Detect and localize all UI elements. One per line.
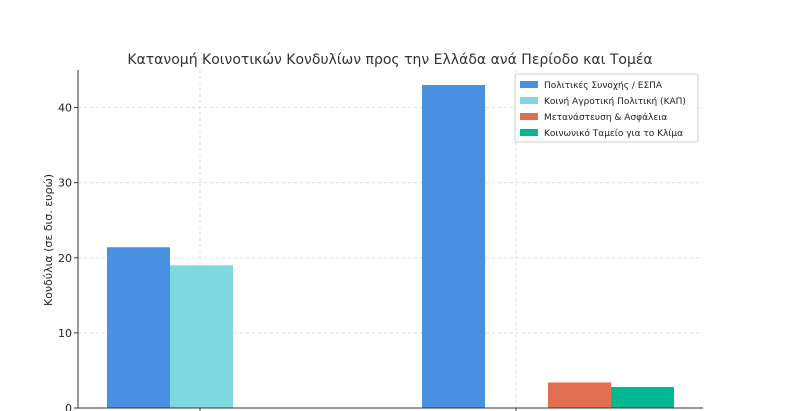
legend-label-1: Κοινή Αγροτική Πολιτική (ΚΑΠ) — [544, 97, 686, 107]
bar-series-0-group-0 — [107, 247, 170, 408]
y-ticks: 0 10 20 30 40 — [58, 102, 78, 411]
legend-label-2: Μετανάστευση & Ασφάλεια — [544, 113, 667, 123]
legend-swatch-2 — [520, 113, 538, 120]
legend-box — [514, 73, 699, 143]
y-tick-label-4: 40 — [58, 102, 72, 115]
bars — [107, 85, 674, 409]
legend: Πολιτικές Συνοχής / ΕΣΠΑ Κοινή Αγροτική Π… — [514, 73, 699, 143]
y-tick-label-0: 0 — [65, 402, 72, 411]
legend-label-3: Κοινωνικό Ταμείο για το Κλίμα — [544, 128, 683, 139]
bar-series-0-group-1 — [422, 85, 485, 409]
legend-label-0: Πολιτικές Συνοχής / ΕΣΠΑ — [544, 80, 663, 91]
bar-series-2-group-1 — [548, 382, 611, 408]
legend-swatch-1 — [520, 97, 538, 104]
legend-swatch-0 — [520, 81, 538, 88]
y-tick-label-3: 30 — [58, 177, 72, 190]
y-axis-label: Κονδύλια (σε δισ. ευρώ) — [42, 174, 55, 306]
chart-title: Κατανομή Κοινοτικών Κονδυλίων προς την Ε… — [127, 52, 652, 68]
y-tick-label-1: 10 — [58, 327, 72, 340]
bar-series-1-group-0 — [170, 265, 233, 408]
legend-swatch-3 — [520, 129, 538, 136]
y-tick-label-2: 20 — [58, 252, 72, 265]
axes — [77, 70, 703, 411]
bar-series-3-group-1 — [611, 386, 674, 408]
